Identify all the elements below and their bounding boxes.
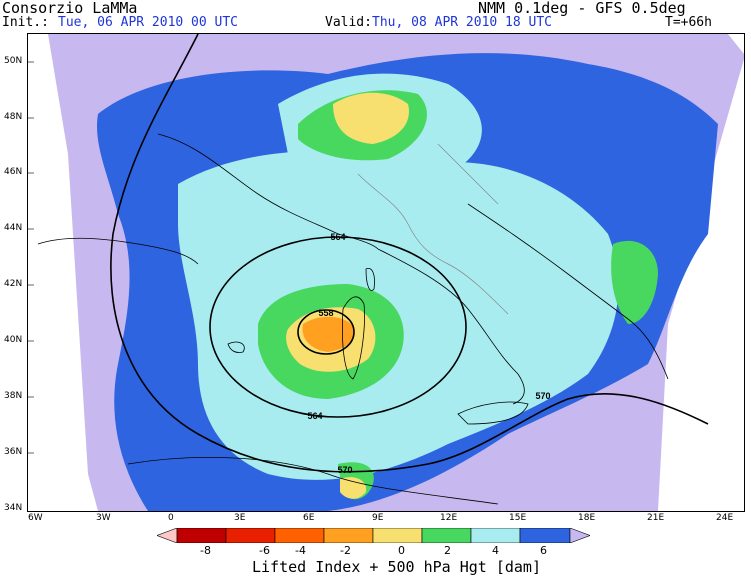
lon-label: 3E — [234, 513, 246, 523]
lon-label: 3W — [96, 513, 111, 523]
map-area: 564 558 564 570 570 — [27, 33, 745, 512]
lat-label: 36N — [4, 447, 23, 457]
colorbar-label: 2 — [444, 544, 451, 557]
lat-label: 44N — [4, 223, 23, 233]
graticule — [28, 61, 34, 454]
colorbar-label: -6 — [259, 544, 270, 557]
li-field-orange — [302, 316, 355, 352]
colorbar-cap-low — [156, 527, 178, 544]
lat-label: 46N — [4, 167, 23, 177]
colorbar-label: 6 — [540, 544, 547, 557]
lon-label: 15E — [509, 513, 527, 523]
li-field-yellow — [340, 477, 367, 499]
colorbar-cell — [470, 527, 521, 544]
colorbar-cell — [372, 527, 423, 544]
colorbar-cell — [225, 527, 276, 544]
lat-label: 40N — [4, 335, 23, 345]
lon-label: 6W — [28, 513, 43, 523]
height-contours — [110, 34, 709, 473]
coastlines — [37, 133, 669, 505]
colorbar-cell — [519, 527, 571, 544]
init-label: Init.: — [2, 15, 49, 30]
contour-label-group: 564 558 564 570 570 — [307, 232, 550, 475]
lon-label: 6E — [303, 513, 315, 523]
lat-label: 42N — [4, 279, 23, 289]
footer-title: Lifted Index + 500 hPa Hgt [dam] — [252, 558, 541, 576]
lon-label: 21E — [647, 513, 665, 523]
colorbar-label: -4 — [295, 544, 306, 557]
lat-label: 34N — [4, 503, 23, 513]
contour-label: 564 — [307, 411, 322, 421]
org-title: Consorzio LaMMa — [2, 0, 138, 17]
borders — [357, 143, 509, 315]
colorbar-cell — [274, 527, 325, 544]
lat-label: 50N — [4, 56, 23, 66]
map-svg: 564 558 564 570 570 — [28, 34, 744, 511]
valid-value: Thu, 08 APR 2010 18 UTC — [372, 15, 553, 30]
lon-label: 24E — [716, 513, 734, 523]
colorbar-label: -2 — [340, 544, 351, 557]
colorbar-svg — [156, 527, 591, 544]
colorbar-label: 4 — [492, 544, 499, 557]
contour-564 — [209, 236, 467, 418]
lon-label: 9E — [372, 513, 384, 523]
contour-558 — [297, 309, 355, 355]
colorbar — [156, 527, 591, 544]
contour-label: 570 — [535, 391, 550, 401]
colorbar-cell — [421, 527, 472, 544]
li-field-green — [611, 240, 658, 324]
lead-time: T=+66h — [665, 15, 712, 30]
lon-label: 0 — [168, 513, 174, 523]
contour-label: 558 — [318, 308, 333, 318]
colorbar-label: -8 — [200, 544, 211, 557]
colorbar-cell — [323, 527, 374, 544]
contour-label: 570 — [337, 465, 352, 475]
valid-label: Valid: — [325, 15, 372, 30]
model-title: NMM 0.1deg - GFS 0.5deg — [478, 0, 686, 17]
contour-570 — [110, 34, 709, 473]
colorbar-cell — [176, 527, 227, 544]
colorbar-cap-high — [569, 527, 591, 544]
contour-label: 564 — [330, 232, 345, 242]
init-value: Tue, 06 APR 2010 00 UTC — [58, 15, 239, 30]
colorbar-label: 0 — [398, 544, 405, 557]
lat-label: 48N — [4, 112, 23, 122]
li-field-yellow — [333, 92, 409, 144]
lon-label: 12E — [440, 513, 458, 523]
lat-label: 38N — [4, 391, 23, 401]
lon-label: 18E — [578, 513, 596, 523]
